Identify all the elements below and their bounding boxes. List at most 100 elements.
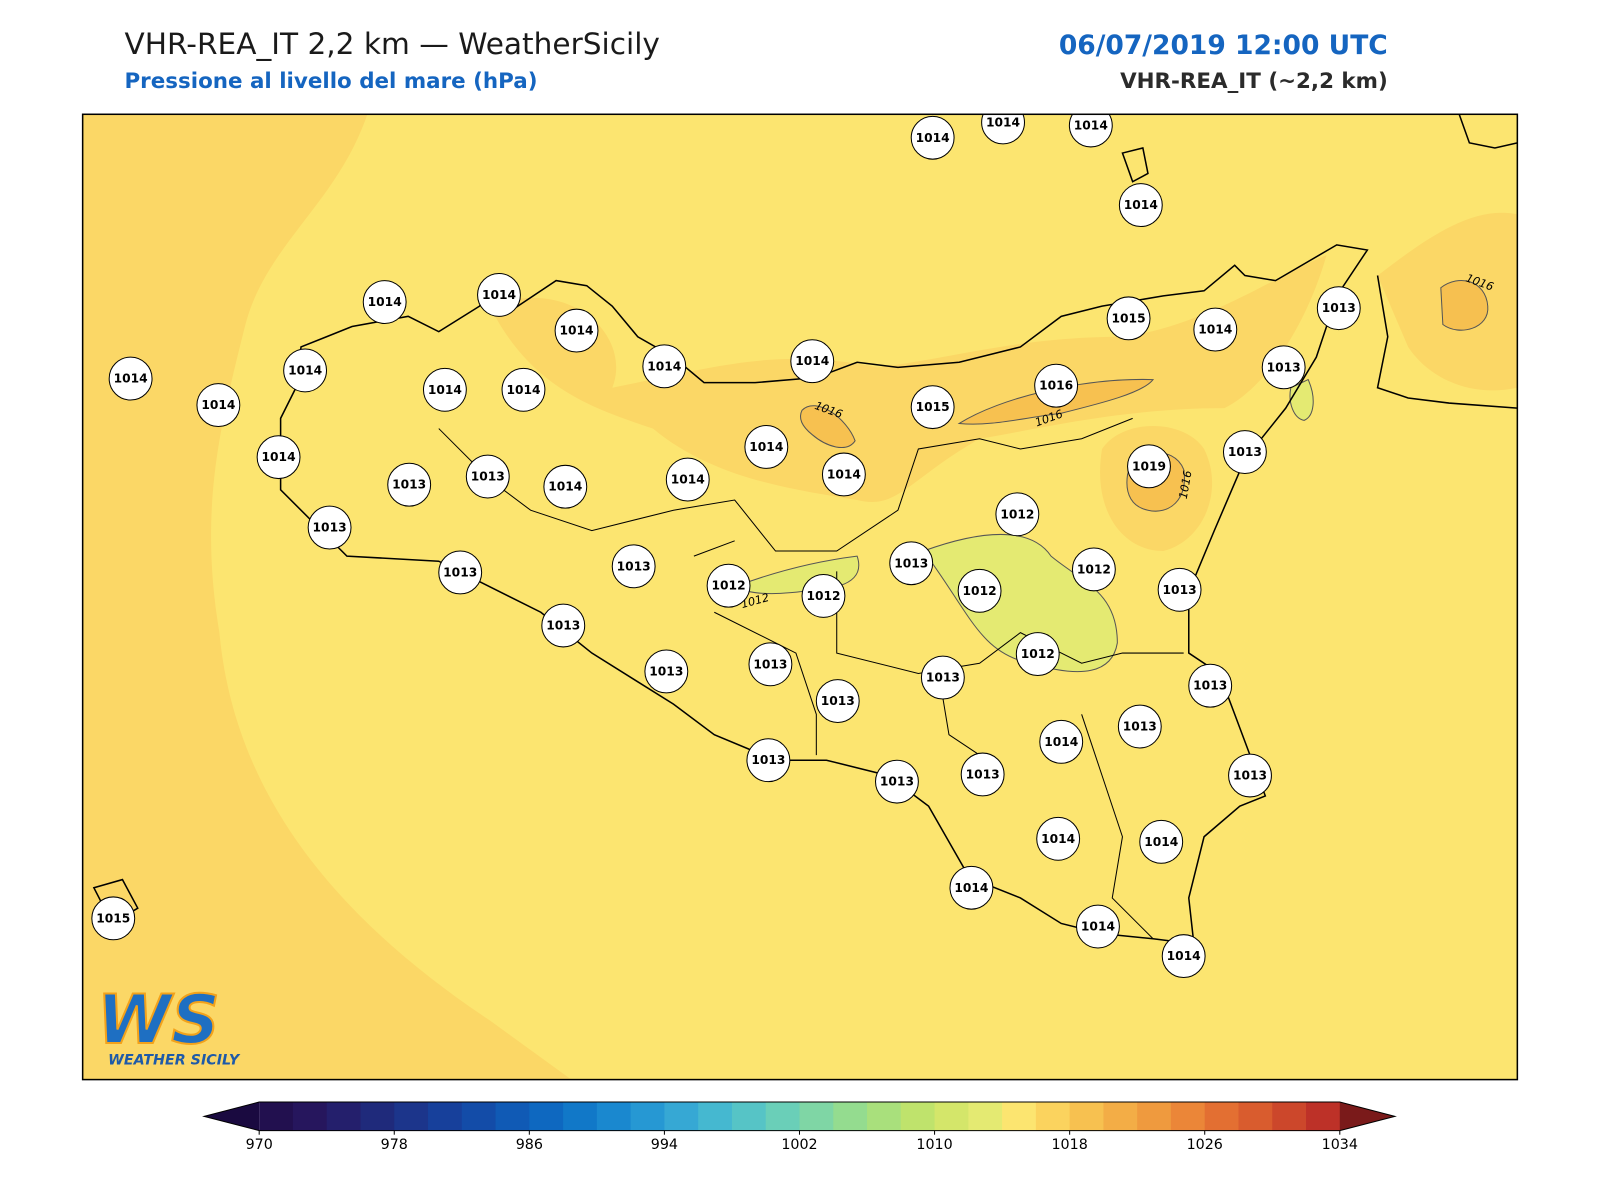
station-marker xyxy=(746,738,791,783)
station: 1014 xyxy=(283,348,328,393)
station-marker xyxy=(744,425,789,469)
station-value: 1014 xyxy=(986,115,1020,129)
station: 1013 xyxy=(920,655,965,700)
station-value: 1013 xyxy=(1228,445,1262,459)
station-marker xyxy=(1127,444,1171,489)
station: 1014 xyxy=(1139,819,1184,864)
station-marker xyxy=(981,114,1025,145)
station-marker xyxy=(665,457,710,502)
station-marker xyxy=(790,339,835,384)
colorbar-box xyxy=(259,1102,294,1131)
colorbar-box xyxy=(1204,1102,1239,1131)
colorbar-box xyxy=(563,1102,598,1131)
colorbar-box xyxy=(765,1102,800,1131)
station-value: 1014 xyxy=(559,324,593,338)
station-value: 1013 xyxy=(966,767,1000,781)
station-value: 1013 xyxy=(1267,360,1301,374)
station: 1014 xyxy=(477,272,521,317)
station-marker xyxy=(815,679,860,723)
colorbar-box xyxy=(360,1102,395,1131)
station-marker xyxy=(611,544,656,589)
station-marker xyxy=(543,464,588,509)
station: 1015 xyxy=(91,896,136,941)
station-marker xyxy=(465,454,510,499)
station-marker xyxy=(642,344,687,389)
station-marker xyxy=(1193,307,1238,352)
colorbar-box xyxy=(1002,1102,1037,1131)
logo-mark: WS xyxy=(97,980,220,1059)
colorbar-box xyxy=(698,1102,733,1131)
contour xyxy=(922,534,1118,673)
station-value: 1012 xyxy=(1077,562,1111,576)
title: VHR-REA_IT 2,2 km — WeatherSicily xyxy=(124,27,659,61)
colorbar-box xyxy=(934,1102,969,1131)
colorbar-box xyxy=(664,1102,699,1131)
station-marker xyxy=(1139,819,1184,864)
colorbar-box xyxy=(326,1102,362,1131)
station-value: 1012 xyxy=(1000,507,1034,521)
station-value: 1013 xyxy=(649,664,683,678)
station: 1013 xyxy=(960,752,1005,797)
contour-label: 1016 xyxy=(1177,470,1195,500)
station: 1012 xyxy=(801,573,846,618)
station-value: 1014 xyxy=(916,131,950,145)
colorbar-box xyxy=(867,1102,902,1131)
station: 1014 xyxy=(790,339,835,384)
station-marker xyxy=(256,435,301,480)
colorbar-box xyxy=(428,1102,463,1131)
station-value: 1013 xyxy=(1193,679,1227,693)
station-marker xyxy=(748,642,793,687)
colorbar-box xyxy=(1137,1102,1172,1131)
station-marker xyxy=(196,383,241,428)
station-value: 1014 xyxy=(647,359,681,373)
station-marker xyxy=(920,655,965,700)
station: 1014 xyxy=(1036,816,1081,861)
boundary xyxy=(438,417,1184,940)
station-value: 1013 xyxy=(471,470,505,484)
station: 1014 xyxy=(1161,934,1206,979)
station-marker xyxy=(1188,663,1233,708)
station-marker xyxy=(438,550,483,595)
station-value: 1014 xyxy=(1081,920,1115,934)
station-marker xyxy=(801,573,846,618)
station-value: 1013 xyxy=(821,694,855,708)
station: 1014 xyxy=(108,356,153,401)
station: 1014 xyxy=(554,308,599,353)
station: 1014 xyxy=(256,435,301,480)
station: 1013 xyxy=(1228,753,1272,798)
station-marker xyxy=(706,563,751,608)
colorbar-box xyxy=(630,1102,665,1131)
station: 1012 xyxy=(995,492,1040,537)
station-value: 1014 xyxy=(482,288,516,302)
station-marker xyxy=(422,367,467,412)
station: 1016 xyxy=(1034,363,1079,408)
station: 1014 xyxy=(1076,904,1120,949)
colorbar-box xyxy=(1306,1102,1341,1131)
station-value: 1013 xyxy=(880,775,914,789)
station-value: 1013 xyxy=(751,753,785,767)
station-value: 1014 xyxy=(201,398,235,412)
station-marker xyxy=(541,603,586,648)
station: 1013 xyxy=(644,649,689,694)
station-marker xyxy=(910,115,955,160)
station-value: 1014 xyxy=(368,295,402,309)
station-marker xyxy=(387,462,432,507)
colorbar-box xyxy=(1035,1102,1071,1131)
station-value: 1013 xyxy=(313,521,347,535)
station: 1013 xyxy=(438,550,483,595)
station: 1013 xyxy=(387,462,432,507)
station-value: 1014 xyxy=(428,383,462,397)
contour xyxy=(1440,279,1489,331)
station-marker xyxy=(362,280,407,324)
station-value: 1014 xyxy=(1044,735,1078,749)
station-marker xyxy=(644,649,689,694)
station-value: 1013 xyxy=(546,619,580,633)
station-marker xyxy=(821,452,866,497)
station-value: 1014 xyxy=(795,354,829,368)
station-value: 1013 xyxy=(1233,769,1267,783)
station: 1014 xyxy=(196,383,241,428)
station: 1013 xyxy=(889,541,934,586)
station-value: 1013 xyxy=(443,565,477,579)
station-marker xyxy=(1076,904,1120,949)
